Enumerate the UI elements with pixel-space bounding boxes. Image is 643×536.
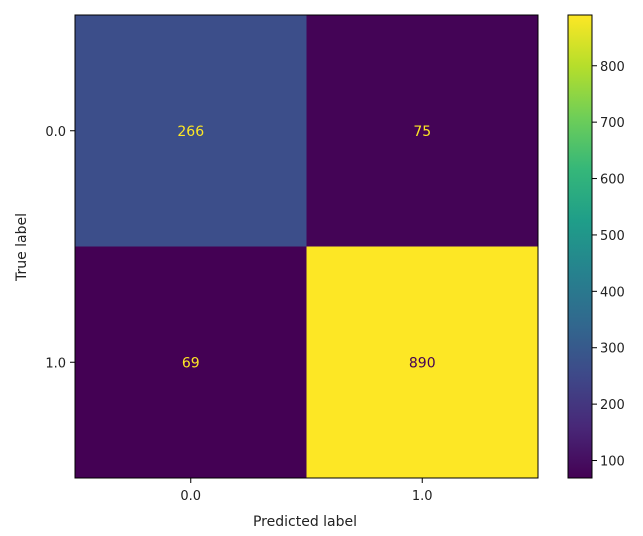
- heatmap-cell: [306, 246, 538, 478]
- heatmap-cell: [75, 246, 307, 478]
- colorbar-tick-label: 800: [600, 60, 625, 75]
- y-tick-label: 1.0: [45, 356, 66, 371]
- cell-value-label: 69: [182, 355, 200, 371]
- heatmap-cell: [306, 15, 538, 247]
- colorbar-ticks: 100 200 300 400 500 600 700 800: [592, 60, 625, 470]
- cell-value-label: 75: [413, 124, 431, 140]
- x-axis-ticks: 0.0 1.0: [180, 478, 433, 504]
- colorbar-tick-label: 500: [600, 229, 625, 244]
- y-tick-label: 0.0: [45, 125, 66, 140]
- colorbar: [567, 14, 593, 479]
- colorbar-tick-label: 300: [600, 342, 625, 357]
- plot-frame: [74, 14, 539, 479]
- colorbar-tick-label: 400: [600, 285, 625, 300]
- x-axis-label: Predicted label: [253, 514, 357, 530]
- colorbar-tick-label: 100: [600, 455, 625, 470]
- x-tick-label: 1.0: [412, 489, 433, 504]
- heatmap-cells: [75, 15, 538, 478]
- colorbar-tick-label: 600: [600, 173, 625, 188]
- colorbar-tick-label: 700: [600, 116, 625, 131]
- cell-value-label: 266: [177, 124, 204, 140]
- colorbar-tick-label: 200: [600, 398, 625, 413]
- cell-value-labels: 266 75 69 890: [177, 124, 435, 372]
- cell-value-label: 890: [409, 355, 436, 371]
- y-axis-ticks: 0.0 1.0: [45, 125, 75, 371]
- x-tick-label: 0.0: [180, 489, 201, 504]
- y-axis-label: True label: [14, 213, 30, 282]
- heatmap-cell: [75, 15, 307, 247]
